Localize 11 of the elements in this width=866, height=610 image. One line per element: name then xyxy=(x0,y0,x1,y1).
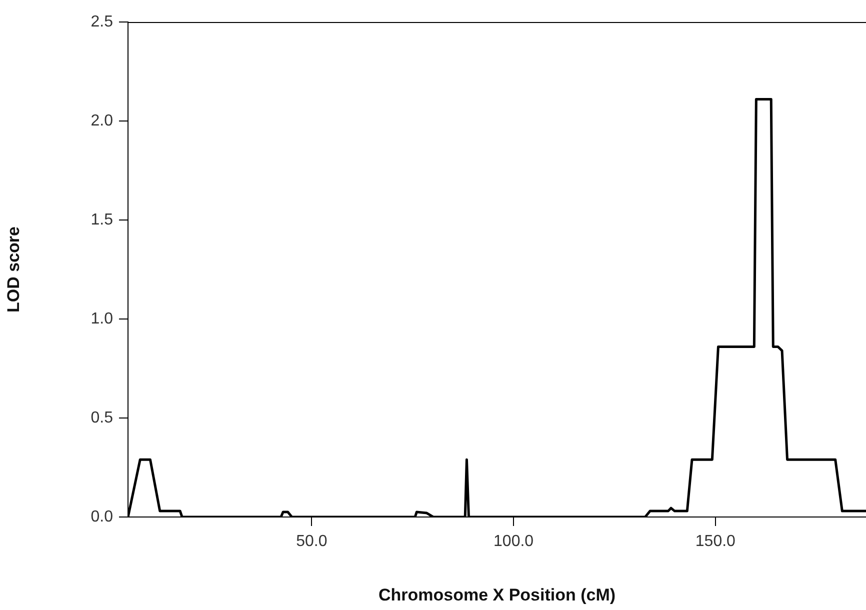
y-tick-label: 0.0 xyxy=(90,508,114,526)
y-tick-label: 2.5 xyxy=(90,13,114,30)
y-tick-label: 2.0 xyxy=(90,112,114,130)
y-tick-label: 1.0 xyxy=(90,310,114,328)
y-tick-label: 1.5 xyxy=(90,211,114,228)
x-axis-title: Chromosome X Position (cM) xyxy=(378,585,616,604)
x-tick-label: 50.0 xyxy=(296,533,328,550)
y-tick-label: 0.5 xyxy=(90,409,114,426)
x-tick-label: 100.0 xyxy=(494,533,534,550)
y-axis-title: LOD score xyxy=(4,226,23,312)
x-tick-label: 150.0 xyxy=(695,533,736,550)
